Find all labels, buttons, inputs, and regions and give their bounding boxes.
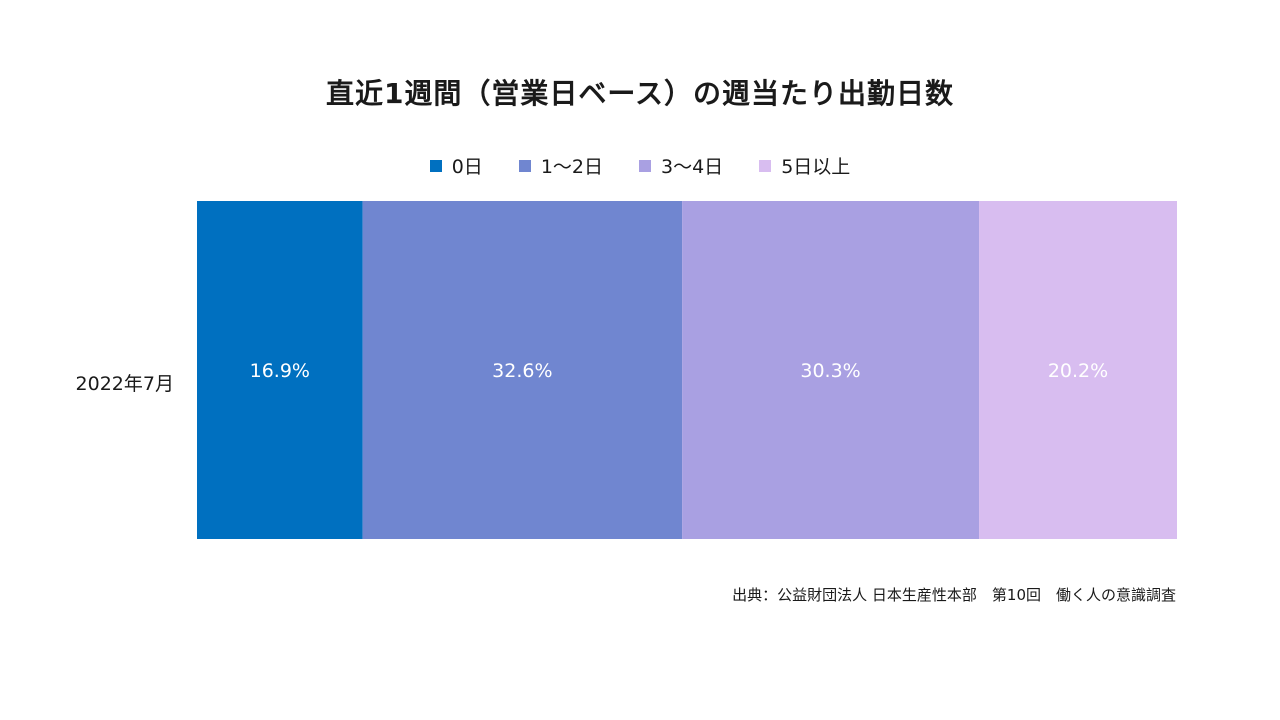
legend-item-1-2-days[interactable]: 1〜2日 xyxy=(518,152,603,179)
legend-item-3-4-days[interactable]: 3〜4日 xyxy=(639,152,723,179)
chart-title: 直近1週間（営業日ベース）の週当たり出勤日数 xyxy=(325,77,955,110)
bar-segments: 16.9% 32.6% 30.3% 20.2% xyxy=(197,201,1177,539)
legend-swatch-3-4-days xyxy=(639,159,651,172)
data-label-0-days: 16.9% xyxy=(250,360,310,382)
legend-label-0-days: 0日 xyxy=(451,156,483,178)
category-label: 2022年7月 xyxy=(76,373,174,395)
legend-item-5-plus-days[interactable]: 5日以上 xyxy=(759,152,850,179)
bar-segment-5-plus-days[interactable] xyxy=(979,201,1177,539)
legend-swatch-1-2-days xyxy=(518,159,531,172)
legend-label-1-2-days: 1〜2日 xyxy=(540,156,603,178)
bar-segment-3-4-days[interactable] xyxy=(682,201,980,539)
source-note: 出典：公益財団法人 日本生産性本部 第10回 働く人の意識調査 xyxy=(732,586,1176,604)
bar-segment-1-2-days[interactable] xyxy=(362,201,683,539)
data-label-5-plus-days: 20.2% xyxy=(1048,360,1108,382)
legend: 0日 1〜2日 3〜4日 5日以上 xyxy=(0,152,1280,179)
legend-item-0-days[interactable]: 0日 xyxy=(429,152,483,179)
legend-swatch-0-days xyxy=(429,159,442,172)
legend-label-5-plus-days: 5日以上 xyxy=(781,156,851,178)
legend-swatch-5-plus-days xyxy=(759,159,772,172)
legend-label-3-4-days: 3〜4日 xyxy=(661,156,724,178)
data-label-3-4-days: 30.3% xyxy=(800,360,860,382)
data-label-1-2-days: 32.6% xyxy=(492,360,552,382)
bar-segment-0-days[interactable] xyxy=(197,201,363,539)
